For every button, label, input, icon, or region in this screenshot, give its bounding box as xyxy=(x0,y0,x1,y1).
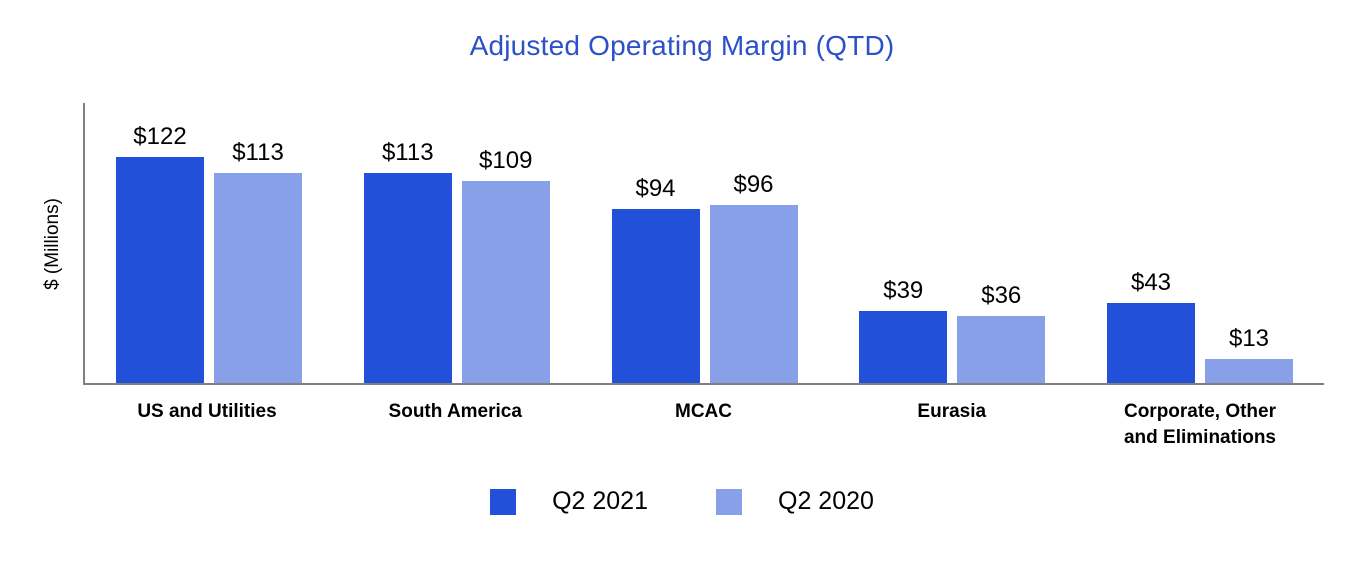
barwrap-q2-2020-south-america: $109 xyxy=(461,103,550,383)
bar-value-label-q2-2020-eurasia: $36 xyxy=(981,282,1022,309)
bar-group-us-and-utilities: $122 $113 xyxy=(116,103,302,383)
bar-q2-2021-mcac xyxy=(611,209,700,383)
barwrap-q2-2021-us-and-utilities: $122 xyxy=(116,103,204,383)
category-label-corporate-other-and-eliminations: Corporate, Other and Eliminations xyxy=(1123,401,1277,448)
legend-label-q2-2021: Q2 2021 xyxy=(552,487,648,515)
barwrap-q2-2021-mcac: $94 xyxy=(611,103,700,383)
category-label-eurasia: Eurasia xyxy=(917,401,987,422)
bar-group-eurasia: $39 $36 xyxy=(859,103,1046,383)
bar-group-corporate-other-and-eliminations: $43 $13 xyxy=(1107,103,1293,383)
bar-q2-2020-us-and-utilities xyxy=(214,173,302,383)
bar-group-mcac: $94 $96 xyxy=(611,103,798,383)
bar-value-label-q2-2020-mcac: $96 xyxy=(733,171,774,198)
category-label-us-and-utilities: US and Utilities xyxy=(137,401,277,422)
barwrap-q2-2020-us-and-utilities: $113 xyxy=(214,103,302,383)
y-axis-label-box: $ (Millions) xyxy=(30,103,76,385)
y-axis-label: $ (Millions) xyxy=(42,198,64,290)
chart-title: Adjusted Operating Margin (QTD) xyxy=(469,30,895,61)
barwrap-q2-2021-south-america: $113 xyxy=(363,103,452,383)
bar-value-label-q2-2021-eurasia: $39 xyxy=(883,277,924,304)
bar-q2-2021-us-and-utilities xyxy=(116,157,204,383)
barwrap-q2-2020-mcac: $96 xyxy=(709,103,798,383)
bar-q2-2021-eurasia xyxy=(859,311,948,383)
legend-label-q2-2020: Q2 2020 xyxy=(778,487,874,515)
bar-value-label-q2-2021-south-america: $113 xyxy=(381,139,434,166)
bar-q2-2020-eurasia xyxy=(957,316,1046,383)
barwrap-q2-2021-eurasia: $39 xyxy=(859,103,948,383)
bar-q2-2020-mcac xyxy=(709,205,798,383)
chart-legend: Q2 2021 Q2 2020 xyxy=(0,487,1364,516)
plot-area: $122 $113 $113 $109 $94 $96 $39 $36 $43 $13 xyxy=(83,103,1324,385)
legend-item-q2-2020: Q2 2020 xyxy=(716,487,874,516)
barwrap-q2-2020-eurasia: $36 xyxy=(957,103,1046,383)
legend-item-q2-2021: Q2 2021 xyxy=(490,487,648,516)
bar-value-label-q2-2020-south-america: $109 xyxy=(479,147,533,174)
x-axis-categories: US and Utilities South America MCAC Eurasia… xyxy=(83,399,1324,451)
bar-value-label-q2-2021-us-and-utilities: $122 xyxy=(133,123,187,150)
bar-value-label-q2-2021-corporate-other-and-eliminations: $43 xyxy=(1130,269,1172,296)
bar-group-south-america: $113 $109 xyxy=(363,103,550,383)
bar-q2-2021-corporate-other-and-eliminations xyxy=(1107,303,1195,383)
category-label-south-america: South America xyxy=(388,401,522,422)
barwrap-q2-2021-corporate-other-and-eliminations: $43 xyxy=(1107,103,1195,383)
barwrap-q2-2020-corporate-other-and-eliminations: $13 xyxy=(1205,103,1293,383)
bar-q2-2020-corporate-other-and-eliminations xyxy=(1205,359,1293,383)
bar-q2-2021-south-america xyxy=(363,173,452,383)
legend-swatch-q2-2020 xyxy=(716,488,742,515)
legend-swatch-q2-2021 xyxy=(490,488,517,515)
category-label-mcac: MCAC xyxy=(675,401,732,422)
bar-value-label-q2-2021-mcac: $94 xyxy=(635,175,676,202)
bar-value-label-q2-2020-corporate-other-and-eliminations: $13 xyxy=(1228,325,1270,352)
bar-q2-2020-south-america xyxy=(461,181,550,383)
bar-value-label-q2-2020-us-and-utilities: $113 xyxy=(232,139,284,166)
